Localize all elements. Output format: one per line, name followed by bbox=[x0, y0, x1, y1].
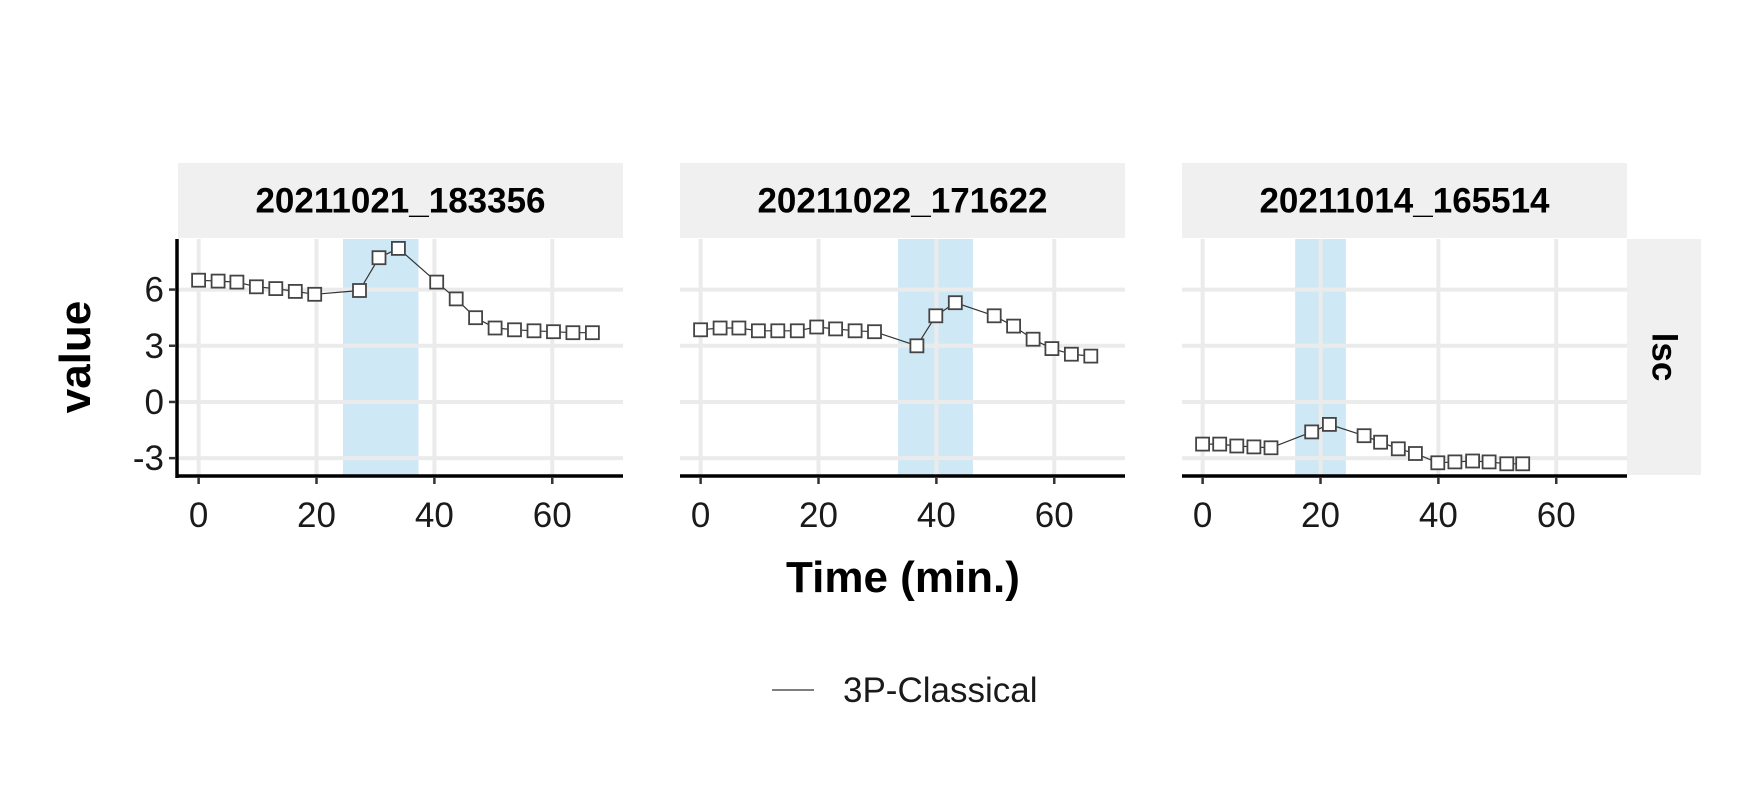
data-point bbox=[1212, 436, 1228, 452]
panel-strip-background bbox=[680, 163, 1125, 238]
x-tick-label: 0 bbox=[1193, 496, 1212, 535]
data-point bbox=[867, 324, 882, 340]
data-point bbox=[546, 324, 561, 340]
panel-strip-background bbox=[1182, 163, 1627, 238]
data-point bbox=[352, 283, 367, 298]
y-tick-label: 6 bbox=[145, 271, 164, 310]
x-tick-label: 60 bbox=[533, 496, 572, 535]
data-point bbox=[1229, 438, 1245, 454]
data-point bbox=[1390, 441, 1406, 457]
panel-strip-label: 20211021_183356 bbox=[255, 182, 545, 221]
x-tick-label: 20 bbox=[297, 496, 336, 535]
legend-label: 3P-Classical bbox=[843, 671, 1038, 710]
data-point bbox=[1322, 416, 1337, 432]
stimulus-highlight-band bbox=[343, 239, 419, 475]
data-point bbox=[1481, 454, 1497, 470]
data-point bbox=[210, 273, 226, 289]
data-point bbox=[1465, 453, 1480, 469]
data-point bbox=[487, 320, 503, 336]
data-point bbox=[1083, 348, 1099, 364]
data-point bbox=[526, 323, 542, 339]
y-tick-label: 0 bbox=[145, 383, 164, 422]
x-tick-label: 40 bbox=[917, 496, 956, 535]
data-point bbox=[507, 322, 522, 338]
x-tick-label: 60 bbox=[1035, 496, 1074, 535]
facet-panel-3: 20211014_165514 0 20 40 60 bbox=[1182, 163, 1627, 535]
data-point bbox=[585, 325, 600, 341]
data-point bbox=[1064, 346, 1079, 362]
facet-panel-1: 20211021_183356 0 20 40 60 -3 0 3 6 bbox=[133, 163, 623, 535]
data-point bbox=[429, 274, 445, 290]
legend: 3P-Classical bbox=[772, 671, 1038, 710]
x-tick-label: 20 bbox=[799, 496, 838, 535]
data-point bbox=[1356, 428, 1372, 444]
row-strip-background bbox=[1627, 239, 1701, 475]
facet-panel-2: 20211022_171622 0 20 40 60 bbox=[680, 163, 1125, 535]
data-point bbox=[1499, 456, 1515, 472]
data-point bbox=[789, 323, 805, 339]
data-point bbox=[693, 322, 708, 338]
data-point bbox=[928, 308, 944, 324]
data-point bbox=[1263, 440, 1279, 456]
data-point bbox=[751, 323, 766, 339]
x-tick-label: 20 bbox=[1301, 496, 1340, 535]
y-tick-label: -3 bbox=[133, 439, 164, 478]
data-point bbox=[448, 291, 464, 307]
panel-strip-label: 20211022_171622 bbox=[757, 182, 1047, 221]
data-point bbox=[1246, 439, 1262, 455]
data-point bbox=[847, 323, 863, 339]
data-point bbox=[1304, 424, 1320, 440]
row-strip: lsc bbox=[1627, 239, 1701, 475]
data-point bbox=[191, 272, 207, 288]
data-point bbox=[1408, 446, 1423, 461]
data-point bbox=[287, 283, 303, 299]
data-point bbox=[229, 274, 245, 290]
data-point bbox=[828, 321, 843, 337]
data-point bbox=[371, 250, 387, 266]
facet-panels: 20211021_183356 0 20 40 60 -3 0 3 6 20211022_1716… bbox=[133, 163, 1627, 535]
data-point bbox=[712, 320, 728, 336]
plot-background bbox=[1182, 239, 1627, 475]
data-point bbox=[909, 338, 925, 354]
data-point bbox=[770, 323, 786, 339]
y-axis-title: value bbox=[51, 301, 100, 414]
data-point bbox=[1044, 341, 1060, 357]
x-tick-label: 0 bbox=[189, 496, 208, 535]
data-point bbox=[1447, 454, 1463, 470]
data-point bbox=[1006, 318, 1021, 334]
data-point bbox=[390, 240, 406, 256]
data-point bbox=[986, 308, 1002, 324]
x-axis-title: Time (min.) bbox=[786, 553, 1020, 602]
x-tick-label: 40 bbox=[415, 496, 454, 535]
data-point bbox=[1515, 456, 1531, 472]
data-point bbox=[1373, 434, 1388, 450]
data-point bbox=[947, 295, 963, 311]
data-point bbox=[565, 325, 581, 341]
y-tick-label: 3 bbox=[145, 327, 164, 366]
panel-strip-label: 20211014_165514 bbox=[1259, 182, 1550, 221]
data-point bbox=[1025, 331, 1041, 347]
data-point bbox=[1195, 436, 1210, 452]
data-point bbox=[468, 310, 484, 326]
data-point bbox=[307, 286, 323, 302]
data-point bbox=[248, 279, 264, 295]
data-point bbox=[809, 319, 825, 335]
x-tick-label: 60 bbox=[1537, 496, 1576, 535]
data-point bbox=[731, 320, 747, 336]
panel-strip-background bbox=[178, 163, 623, 238]
row-strip-label: lsc bbox=[1645, 333, 1684, 382]
x-tick-label: 40 bbox=[1419, 496, 1458, 535]
data-point bbox=[268, 281, 284, 297]
x-tick-label: 0 bbox=[691, 496, 710, 535]
data-point bbox=[1430, 455, 1446, 471]
